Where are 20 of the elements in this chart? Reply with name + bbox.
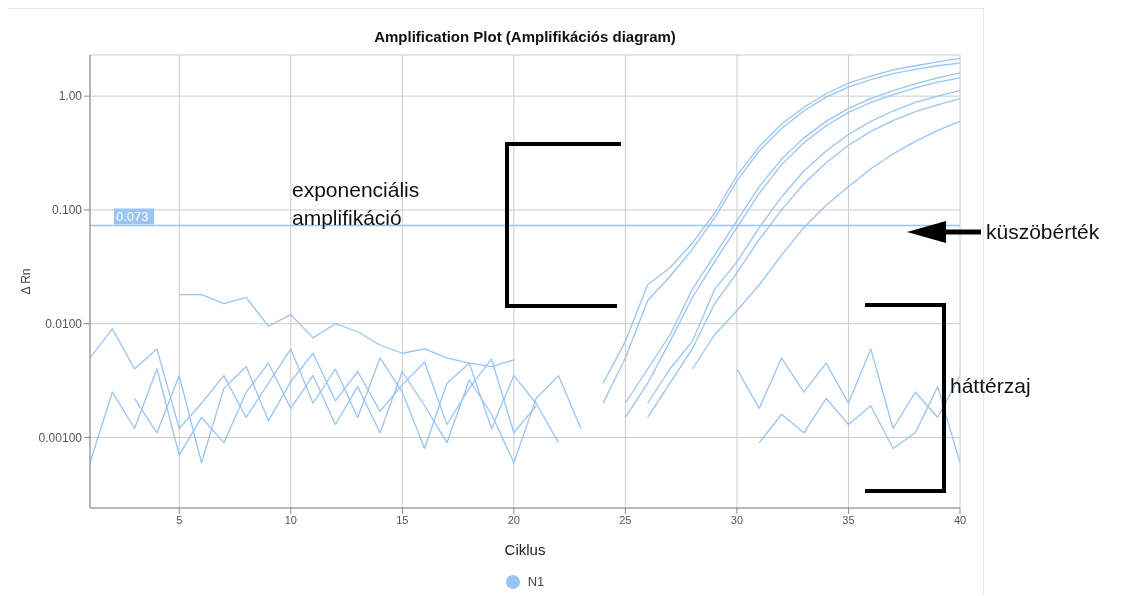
x-tick-label: 40	[953, 513, 967, 526]
chart-title: Amplification Plot (Amplifikációs diagram)	[373, 28, 677, 45]
x-axis-title: Ciklus	[504, 541, 546, 558]
x-tick-label: 20	[507, 513, 520, 526]
x-tick-label: 10	[284, 513, 297, 526]
x-tick-label: 35	[842, 513, 855, 526]
y-tick-label: 0.0100	[45, 316, 83, 331]
legend-label: N1	[527, 574, 545, 589]
y-tick-label: 0.00100	[38, 430, 83, 445]
y-tick-label: 1.00	[58, 89, 83, 104]
x-tick-label: 30	[730, 513, 744, 526]
x-tick-label: 5	[176, 513, 183, 526]
y-axis-title: Δ Rn	[19, 268, 34, 295]
text: küszöbérték	[986, 219, 1101, 245]
annotation: exponenciális amplifikáció	[292, 177, 421, 231]
y-tick-label: 0.100	[51, 203, 83, 218]
ref-line-label: 0.073	[116, 209, 149, 225]
x-tick-label: 15	[396, 513, 409, 526]
annotation: háttérzaj	[950, 373, 1032, 399]
x-tick-label: 25	[619, 513, 632, 526]
